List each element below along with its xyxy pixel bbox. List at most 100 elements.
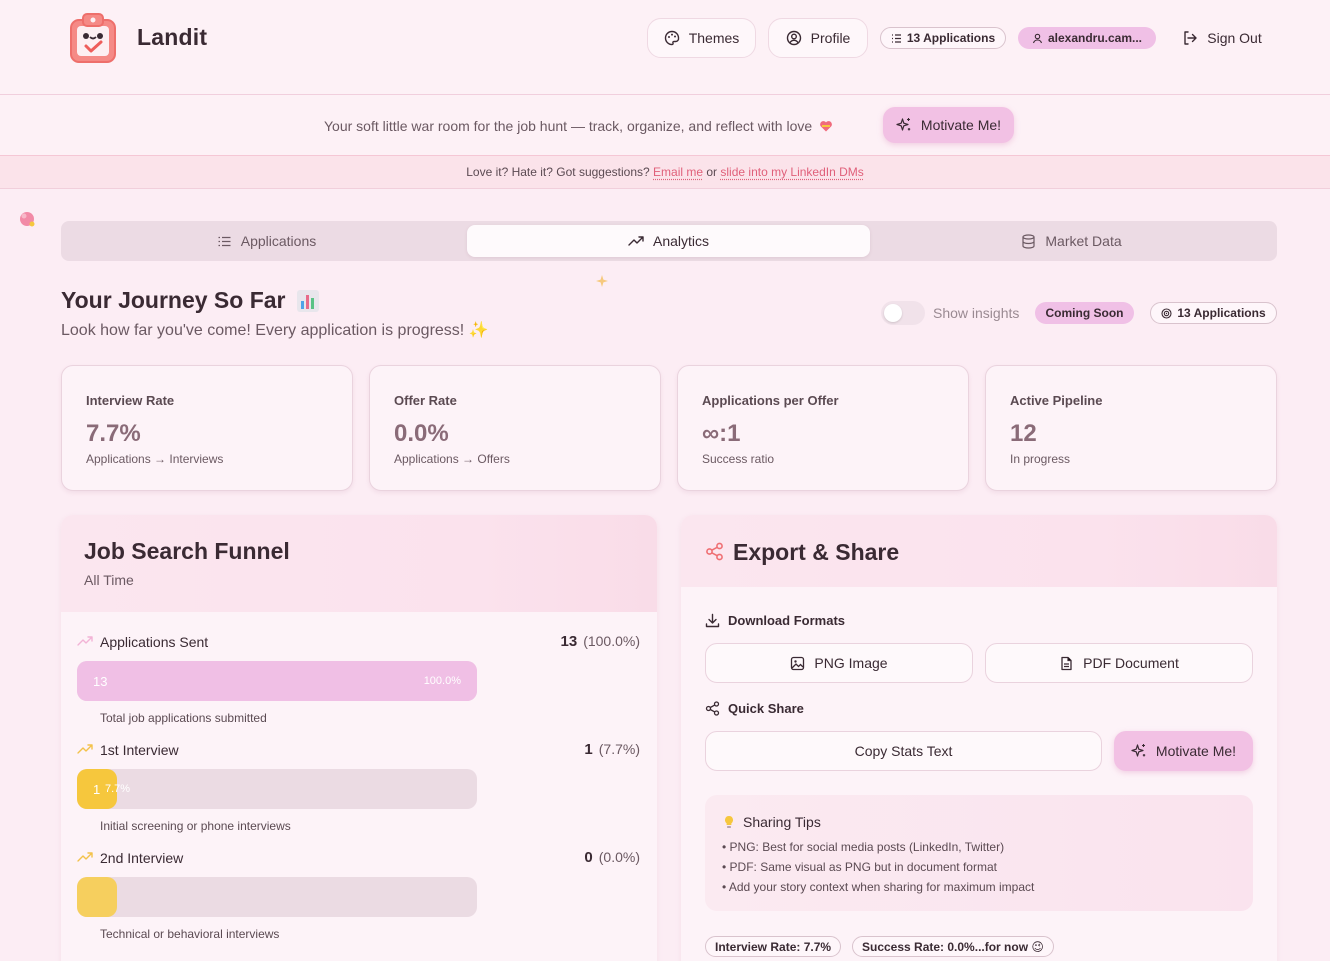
pdf-document-button[interactable]: PDF Document: [985, 643, 1253, 683]
sharing-tips-title: Sharing Tips: [723, 814, 821, 830]
funnel-bar: 1 7.7%: [77, 769, 477, 809]
card-value: 12: [1010, 420, 1037, 448]
funnel-bar-fill: [77, 877, 117, 917]
stage-count: 1 (7.7%): [584, 741, 640, 758]
tagline-bar: Your soft little war room for the job hu…: [0, 95, 1330, 156]
share-icon: [705, 701, 720, 716]
png-image-button[interactable]: PNG Image: [705, 643, 973, 683]
profile-button[interactable]: Profile: [768, 18, 868, 58]
funnel-title: Job Search Funnel: [84, 538, 290, 565]
app-header: Landit Themes Profile 13 Applications al…: [0, 0, 1330, 95]
journey-applications-badge: 13 Applications: [1150, 302, 1277, 324]
download-formats-label: Download Formats: [705, 613, 845, 628]
journey-applications-text: 13 Applications: [1177, 306, 1265, 320]
image-icon: [790, 656, 805, 671]
list-icon: [891, 33, 902, 44]
stage-count-percent: (0.0%): [599, 849, 640, 865]
page-title: Your Journey So Far: [61, 287, 320, 314]
sparkles-icon: [1131, 743, 1147, 759]
share-icon: [705, 542, 724, 561]
log-out-icon: [1182, 30, 1198, 46]
png-image-label: PNG Image: [814, 655, 887, 671]
trending-up-icon: [628, 233, 644, 249]
funnel-bar: [77, 877, 477, 917]
email-me-link[interactable]: Email me: [653, 165, 703, 179]
card-description: Success ratio: [702, 452, 774, 466]
tab-analytics[interactable]: Analytics: [467, 225, 870, 257]
toggle-knob: [884, 304, 902, 322]
interview-rate-card: Interview Rate 7.7% Applications → Inter…: [61, 365, 353, 491]
trending-up-icon: [77, 634, 93, 653]
show-insights-label: Show insights: [933, 305, 1019, 321]
stage-name: 1st Interview: [100, 742, 179, 758]
lightbulb-icon: [723, 815, 735, 829]
funnel-bar-fill: [77, 661, 477, 701]
download-icon: [705, 613, 720, 628]
trending-up-icon: [77, 850, 93, 869]
interview-rate-pill: Interview Rate: 7.7%: [705, 936, 841, 957]
card-value: 0.0%: [394, 420, 449, 448]
feedback-prefix: Love it? Hate it? Got suggestions?: [466, 165, 649, 179]
active-pipeline-card: Active Pipeline 12 In progress: [985, 365, 1277, 491]
download-formats-text: Download Formats: [728, 613, 845, 628]
applications-count-text: 13 Applications: [907, 31, 995, 45]
export-share-panel: Export & Share Download Formats PNG Imag…: [681, 515, 1277, 961]
sign-out-button[interactable]: Sign Out: [1166, 18, 1278, 58]
user-email-text: alexandru.cam...: [1048, 31, 1142, 45]
stage-name: 2nd Interview: [100, 850, 183, 866]
export-motivate-me-button[interactable]: Motivate Me!: [1114, 731, 1253, 771]
themes-label: Themes: [689, 30, 740, 46]
page-title-text: Your Journey So Far: [61, 287, 286, 314]
sparkles-icon: [896, 117, 912, 133]
tagline-copy: Your soft little war room for the job hu…: [324, 118, 812, 134]
pdf-document-label: PDF Document: [1083, 655, 1179, 671]
quick-share-label: Quick Share: [705, 701, 804, 716]
target-icon: [1161, 308, 1172, 319]
stage-description: Initial screening or phone interviews: [100, 819, 291, 833]
motivate-me-button[interactable]: Motivate Me!: [883, 107, 1014, 143]
user-email-badge[interactable]: alexandru.cam...: [1018, 27, 1156, 49]
feedback-bar: Love it? Hate it? Got suggestions? Email…: [0, 156, 1330, 189]
card-label: Active Pipeline: [1010, 393, 1102, 408]
funnel-bar-count: 13: [93, 674, 107, 689]
sharing-tip: • PNG: Best for social media posts (Link…: [722, 840, 1004, 854]
sharing-tips-title-text: Sharing Tips: [743, 814, 821, 830]
trending-up-icon: [77, 742, 93, 761]
coming-soon-badge: Coming Soon: [1035, 302, 1134, 324]
card-value: 7.7%: [86, 420, 141, 448]
sharing-tips-box: Sharing Tips • PNG: Best for social medi…: [705, 795, 1253, 911]
main-tabs: Applications Analytics Market Data: [61, 221, 1277, 261]
linkedin-dm-link[interactable]: slide into my LinkedIn DMs: [720, 165, 863, 179]
card-description: Applications → Interviews: [86, 452, 223, 466]
stage-count: 13 (100.0%): [561, 633, 641, 650]
bar-chart-emoji-icon: [296, 289, 320, 313]
card-description: Applications → Offers: [394, 452, 510, 466]
stage-count-value: 1: [584, 741, 592, 758]
tab-applications[interactable]: Applications: [65, 225, 468, 257]
coming-soon-text: Coming Soon: [1046, 306, 1124, 320]
applications-count-badge: 13 Applications: [880, 27, 1006, 49]
export-motivate-me-label: Motivate Me!: [1156, 743, 1236, 759]
floating-heart-decoration-icon: [18, 210, 36, 233]
job-search-funnel-panel: Job Search Funnel All Time Applications …: [61, 515, 657, 961]
feedback-or: or: [706, 165, 717, 179]
stage-count-value: 0: [584, 849, 592, 866]
floating-star-decoration-icon: [596, 274, 608, 292]
tab-market-data[interactable]: Market Data: [870, 225, 1273, 257]
file-text-icon: [1059, 656, 1074, 671]
show-insights-toggle[interactable]: [881, 301, 925, 325]
stage-name: Applications Sent: [100, 634, 208, 650]
list-icon: [217, 234, 232, 249]
user-icon: [1032, 33, 1043, 44]
brand-name: Landit: [137, 24, 207, 51]
tab-analytics-label: Analytics: [653, 233, 709, 249]
database-icon: [1021, 234, 1036, 249]
stage-description: Total job applications submitted: [100, 711, 267, 725]
success-rate-pill: Success Rate: 0.0%...for now 😉: [852, 936, 1054, 957]
funnel-bar: 13 100.0%: [77, 661, 477, 701]
clipboard-logo-icon[interactable]: [69, 12, 117, 64]
sharing-tip: • PDF: Same visual as PNG but in documen…: [722, 860, 997, 874]
copy-stats-text-button[interactable]: Copy Stats Text: [705, 731, 1102, 771]
tab-applications-label: Applications: [241, 233, 317, 249]
themes-button[interactable]: Themes: [647, 18, 756, 58]
